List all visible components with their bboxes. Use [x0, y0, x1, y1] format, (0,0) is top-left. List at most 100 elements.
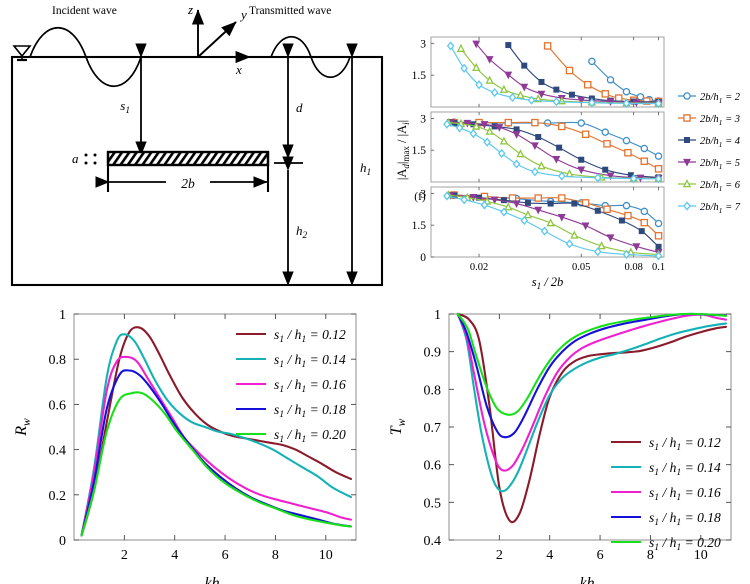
transmitted-wave-curve	[270, 36, 351, 78]
y-tick-label: 0	[59, 534, 66, 549]
data-point-marker	[530, 142, 539, 151]
legend-item-6[interactable]: 2b/h1 = 6	[678, 179, 741, 193]
y-tick-label: 3	[420, 38, 426, 50]
data-point-marker	[490, 196, 499, 205]
data-point-marker	[654, 99, 663, 109]
data-point-marker	[654, 174, 663, 184]
data-point-marker	[556, 144, 563, 151]
data-point-marker	[469, 129, 478, 139]
data-point-marker	[603, 140, 611, 148]
data-point-marker	[557, 213, 566, 222]
waterline-marker-icon	[12, 45, 32, 62]
data-point-marker	[683, 114, 691, 122]
data-point-marker	[497, 148, 506, 158]
twsvg-plot: 2 4 6 8 10 0.4 0.5 0.6 0.7 0.8 0.9 1	[424, 308, 732, 563]
rwsvg-plot: 2 4 6 8 10 0 0.2 0.4 0.6 0.8 1	[49, 308, 357, 563]
legend-item-3[interactable]: s1 / h1 = 0.18	[611, 510, 721, 528]
data-point-marker	[500, 207, 508, 217]
x-tick-label: 0.08	[624, 262, 642, 273]
legend-item-3[interactable]: s1 / h1 = 0.18	[236, 402, 346, 420]
data-point-marker	[624, 211, 632, 220]
series-2b-h1-7	[443, 191, 663, 261]
y-tick-label: 0.8	[49, 353, 67, 368]
data-point-marker	[480, 200, 489, 210]
x-tick-label: 2	[121, 548, 128, 563]
legend-item-7[interactable]: 2b/h1 = 7	[678, 201, 741, 215]
data-point-marker	[455, 123, 464, 133]
y-tick-label: 3	[420, 188, 426, 200]
data-point-marker	[638, 228, 645, 235]
legend-label: s1 / h1 = 0.14	[274, 352, 346, 370]
series-s1-h1-0-20	[456, 312, 728, 416]
legend-item-4[interactable]: 2b/h1 = 4	[678, 136, 741, 149]
y-tick-label: 0	[420, 252, 426, 264]
data-point-marker	[594, 207, 601, 214]
data-point-marker	[606, 76, 615, 84]
legend-item-3[interactable]: 2b/h1 = 3	[678, 114, 740, 127]
series-s1-h1-0-14	[80, 333, 353, 537]
data-point-marker	[537, 161, 546, 170]
y-tick-label: 3	[420, 113, 426, 125]
series-2b-h1-5	[446, 191, 663, 257]
data-point-marker	[629, 174, 638, 184]
series-2b-h1-3	[450, 191, 663, 240]
data-point-marker	[520, 83, 529, 92]
data-point-marker	[527, 95, 536, 105]
data-point-marker	[618, 217, 625, 224]
y-tick-label: 1.5	[412, 145, 427, 157]
legend-label: s1 / h1 = 0.14	[649, 460, 721, 478]
legend-item-1[interactable]: s1 / h1 = 0.14	[236, 352, 346, 370]
data-point-marker	[654, 165, 663, 173]
data-point-marker	[640, 157, 649, 165]
data-point-marker	[683, 92, 691, 100]
data-point-marker	[535, 134, 542, 141]
legend-item-4[interactable]: s1 / h1 = 0.20	[611, 535, 721, 553]
data-point-marker	[606, 172, 615, 181]
data-point-marker	[654, 219, 663, 228]
x-tick-label: 6	[597, 548, 604, 563]
panel-label-f: (f)	[414, 191, 426, 203]
data-point-marker	[472, 62, 481, 72]
data-point-marker	[624, 148, 632, 157]
data-point-marker	[565, 66, 574, 75]
legend-label: 2b/h1 = 2	[700, 92, 741, 105]
data-point-marker	[588, 57, 596, 66]
data-point-marker	[565, 239, 574, 249]
data-point-marker	[683, 201, 691, 211]
data-point-marker	[543, 42, 552, 50]
x-tick-label: 0.02	[470, 262, 488, 273]
legend-item-5[interactable]: 2b/h1 = 5	[678, 158, 740, 171]
y-tick-label: 0.4	[49, 444, 67, 459]
series-2b-h1-7	[443, 119, 663, 184]
data-point-marker	[483, 137, 491, 147]
data-point-marker	[523, 210, 533, 219]
series-line	[448, 194, 659, 256]
legend-item-2[interactable]: 2b/h1 = 2	[678, 92, 741, 105]
legend-item-2[interactable]: s1 / h1 = 0.16	[236, 377, 346, 395]
amplitude-chart-group: 1.5 3 1.5 3 0.02 0.05 0.08 0.1 0 1.5 3 (f) |Ad|max /…	[395, 0, 750, 292]
data-point-marker	[601, 128, 609, 136]
data-point-marker	[460, 63, 468, 73]
fluid-domain-box	[10, 55, 384, 287]
series-s1-h1-0-20	[80, 391, 353, 537]
data-point-marker	[537, 90, 546, 99]
y-tick-label: 0.6	[49, 398, 67, 413]
legend-label: s1 / h1 = 0.12	[274, 327, 346, 345]
legend-label: s1 / h1 = 0.16	[649, 485, 721, 503]
legend-item-1[interactable]: s1 / h1 = 0.14	[611, 460, 721, 478]
data-point-marker	[558, 171, 566, 181]
data-point-marker	[504, 202, 513, 211]
data-point-marker	[543, 119, 552, 127]
x-tick-label: 10	[319, 548, 333, 563]
data-point-marker	[472, 121, 481, 130]
data-point-marker	[443, 191, 451, 201]
y-axis-label: Tw	[388, 418, 408, 435]
x-axis-label: kh1	[205, 575, 226, 584]
legend-label: s1 / h1 = 0.20	[649, 535, 721, 553]
legend-item-2[interactable]: s1 / h1 = 0.16	[611, 485, 721, 503]
legend-item-0[interactable]: s1 / h1 = 0.12	[611, 435, 721, 453]
legend-item-4[interactable]: s1 / h1 = 0.20	[236, 427, 346, 445]
data-point-marker	[568, 91, 575, 98]
legend-item-0[interactable]: s1 / h1 = 0.12	[236, 327, 346, 345]
